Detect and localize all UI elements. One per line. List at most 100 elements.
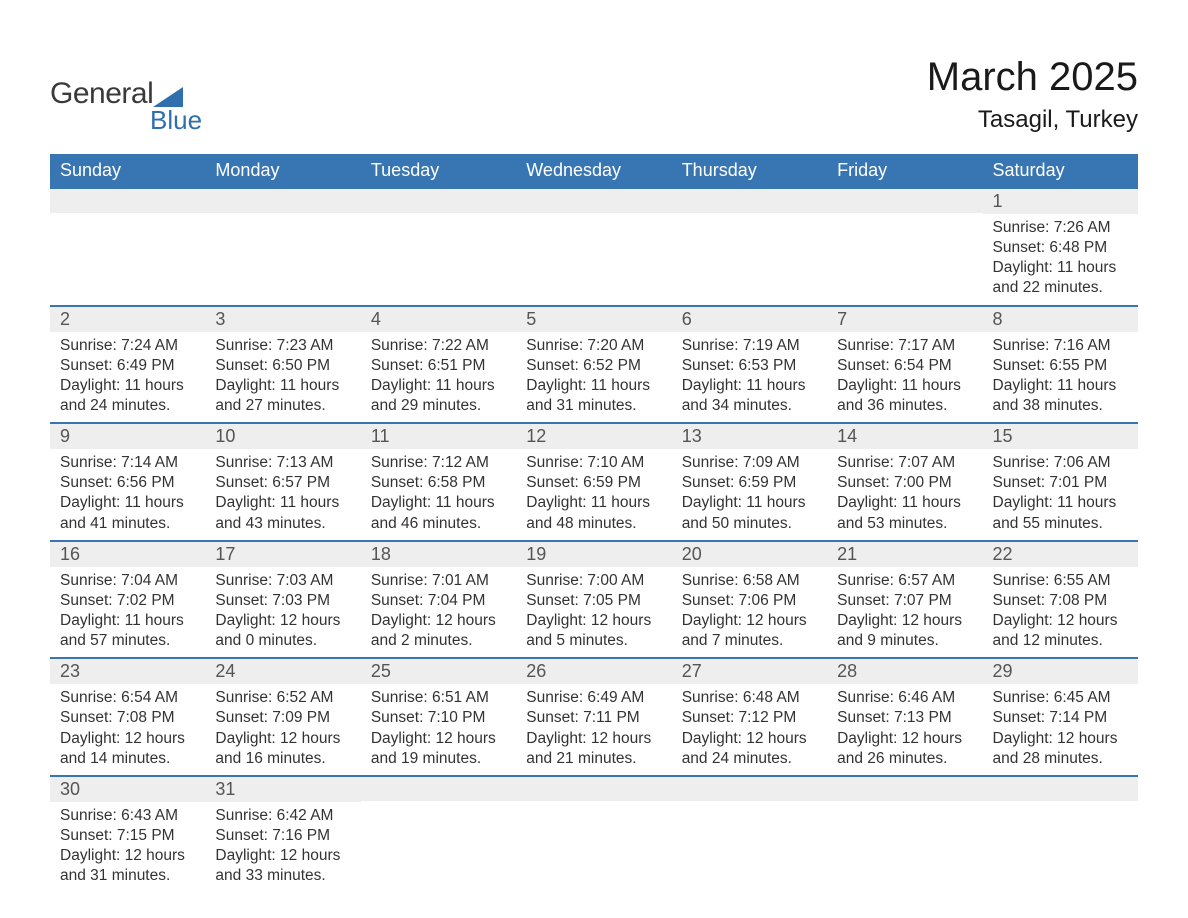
day-number: 23 <box>50 659 205 684</box>
day-number: 13 <box>672 424 827 449</box>
day-details <box>983 801 1138 881</box>
calendar-day-cell: 17Sunrise: 7:03 AMSunset: 7:03 PMDayligh… <box>205 541 360 659</box>
sunrise-text: Sunrise: 6:43 AM <box>60 806 195 826</box>
calendar-header-row: Sunday Monday Tuesday Wednesday Thursday… <box>50 154 1138 188</box>
calendar-day-cell: 25Sunrise: 6:51 AMSunset: 7:10 PMDayligh… <box>361 658 516 776</box>
calendar-day-cell: 13Sunrise: 7:09 AMSunset: 6:59 PMDayligh… <box>672 423 827 541</box>
day-number: 4 <box>361 307 516 332</box>
day-details: Sunrise: 6:49 AMSunset: 7:11 PMDaylight:… <box>516 684 671 775</box>
brand-triangle-icon <box>153 87 183 107</box>
day-number: 7 <box>827 307 982 332</box>
calendar-day-cell: 3Sunrise: 7:23 AMSunset: 6:50 PMDaylight… <box>205 306 360 424</box>
sunset-text: Sunset: 6:51 PM <box>371 356 506 376</box>
day-number: 11 <box>361 424 516 449</box>
calendar-day-cell: 1Sunrise: 7:26 AMSunset: 6:48 PMDaylight… <box>983 188 1138 306</box>
calendar-day-cell: 7Sunrise: 7:17 AMSunset: 6:54 PMDaylight… <box>827 306 982 424</box>
weekday-header: Wednesday <box>516 154 671 188</box>
calendar-day-cell <box>361 776 516 893</box>
daylight-text: Daylight: 12 hours and 5 minutes. <box>526 611 661 651</box>
day-details: Sunrise: 7:24 AMSunset: 6:49 PMDaylight:… <box>50 332 205 423</box>
calendar-day-cell <box>672 188 827 306</box>
weekday-header: Monday <box>205 154 360 188</box>
sunset-text: Sunset: 7:12 PM <box>682 708 817 728</box>
sunrise-text: Sunrise: 7:13 AM <box>215 453 350 473</box>
calendar-day-cell: 27 Sunrise: 6:48 AMSunset: 7:12 PMDayligh… <box>672 658 827 776</box>
day-number: 27 <box>672 659 827 684</box>
sunset-text: Sunset: 7:10 PM <box>371 708 506 728</box>
day-number: 17 <box>205 542 360 567</box>
calendar-day-cell <box>205 188 360 306</box>
day-number: 10 <box>205 424 360 449</box>
location-title: Tasagil, Turkey <box>927 106 1138 134</box>
daylight-text: Daylight: 11 hours and 57 minutes. <box>60 611 195 651</box>
daylight-text: Daylight: 12 hours and 31 minutes. <box>60 846 195 886</box>
sunset-text: Sunset: 7:16 PM <box>215 826 350 846</box>
sunset-text: Sunset: 7:04 PM <box>371 591 506 611</box>
sunset-text: Sunset: 6:49 PM <box>60 356 195 376</box>
day-number: 20 <box>672 542 827 567</box>
daylight-text: Daylight: 12 hours and 21 minutes. <box>526 729 661 769</box>
day-number <box>983 777 1138 801</box>
day-details: Sunrise: 6:52 AMSunset: 7:09 PMDaylight:… <box>205 684 360 775</box>
day-number: 1 <box>983 189 1138 214</box>
day-number <box>672 777 827 801</box>
day-details: Sunrise: 7:16 AMSunset: 6:55 PMDaylight:… <box>983 332 1138 423</box>
sunset-text: Sunset: 7:06 PM <box>682 591 817 611</box>
day-number: 9 <box>50 424 205 449</box>
day-number: 30 <box>50 777 205 802</box>
day-details: Sunrise: 7:07 AMSunset: 7:00 PMDaylight:… <box>827 449 982 540</box>
sunrise-text: Sunrise: 6:48 AM <box>682 688 817 708</box>
day-number: 12 <box>516 424 671 449</box>
day-number: 18 <box>361 542 516 567</box>
calendar-day-cell: 4Sunrise: 7:22 AMSunset: 6:51 PMDaylight… <box>361 306 516 424</box>
day-number: 2 <box>50 307 205 332</box>
calendar-day-cell: 22Sunrise: 6:55 AMSunset: 7:08 PMDayligh… <box>983 541 1138 659</box>
daylight-text: Daylight: 12 hours and 24 minutes. <box>682 729 817 769</box>
sunset-text: Sunset: 7:08 PM <box>993 591 1128 611</box>
daylight-text: Daylight: 12 hours and 12 minutes. <box>993 611 1128 651</box>
calendar-day-cell: 23Sunrise: 6:54 AMSunset: 7:08 PMDayligh… <box>50 658 205 776</box>
day-number <box>361 777 516 801</box>
daylight-text: Daylight: 11 hours and 43 minutes. <box>215 493 350 533</box>
sunset-text: Sunset: 7:00 PM <box>837 473 972 493</box>
day-details: Sunrise: 7:22 AMSunset: 6:51 PMDaylight:… <box>361 332 516 423</box>
day-details: Sunrise: 7:12 AMSunset: 6:58 PMDaylight:… <box>361 449 516 540</box>
day-number: 21 <box>827 542 982 567</box>
daylight-text: Daylight: 12 hours and 0 minutes. <box>215 611 350 651</box>
calendar-body: 1Sunrise: 7:26 AMSunset: 6:48 PMDaylight… <box>50 188 1138 892</box>
calendar-day-cell: 15Sunrise: 7:06 AMSunset: 7:01 PMDayligh… <box>983 423 1138 541</box>
sunrise-text: Sunrise: 7:12 AM <box>371 453 506 473</box>
calendar-day-cell: 9Sunrise: 7:14 AMSunset: 6:56 PMDaylight… <box>50 423 205 541</box>
day-number <box>516 189 671 213</box>
sunset-text: Sunset: 6:59 PM <box>526 473 661 493</box>
daylight-text: Daylight: 12 hours and 14 minutes. <box>60 729 195 769</box>
sunrise-text: Sunrise: 6:45 AM <box>993 688 1128 708</box>
daylight-text: Daylight: 12 hours and 28 minutes. <box>993 729 1128 769</box>
calendar-day-cell <box>50 188 205 306</box>
sunset-text: Sunset: 7:05 PM <box>526 591 661 611</box>
sunrise-text: Sunrise: 6:42 AM <box>215 806 350 826</box>
sunrise-text: Sunrise: 7:14 AM <box>60 453 195 473</box>
weekday-header: Sunday <box>50 154 205 188</box>
calendar-day-cell: 8Sunrise: 7:16 AMSunset: 6:55 PMDaylight… <box>983 306 1138 424</box>
day-details <box>361 801 516 881</box>
calendar-week-row: 16Sunrise: 7:04 AMSunset: 7:02 PMDayligh… <box>50 541 1138 659</box>
daylight-text: Daylight: 11 hours and 22 minutes. <box>993 258 1128 298</box>
day-details: Sunrise: 7:23 AMSunset: 6:50 PMDaylight:… <box>205 332 360 423</box>
sunrise-text: Sunrise: 7:01 AM <box>371 571 506 591</box>
calendar-day-cell: 19Sunrise: 7:00 AMSunset: 7:05 PMDayligh… <box>516 541 671 659</box>
day-details <box>827 213 982 293</box>
title-block: March 2025 Tasagil, Turkey <box>927 55 1138 134</box>
daylight-text: Daylight: 12 hours and 2 minutes. <box>371 611 506 651</box>
calendar-day-cell: 16Sunrise: 7:04 AMSunset: 7:02 PMDayligh… <box>50 541 205 659</box>
sunset-text: Sunset: 6:54 PM <box>837 356 972 376</box>
day-number: 15 <box>983 424 1138 449</box>
daylight-text: Daylight: 12 hours and 33 minutes. <box>215 846 350 886</box>
day-number: 6 <box>672 307 827 332</box>
day-details: Sunrise: 7:14 AMSunset: 6:56 PMDaylight:… <box>50 449 205 540</box>
day-details <box>516 213 671 293</box>
sunset-text: Sunset: 6:58 PM <box>371 473 506 493</box>
calendar-day-cell: 26Sunrise: 6:49 AMSunset: 7:11 PMDayligh… <box>516 658 671 776</box>
day-number: 16 <box>50 542 205 567</box>
sunset-text: Sunset: 7:01 PM <box>993 473 1128 493</box>
